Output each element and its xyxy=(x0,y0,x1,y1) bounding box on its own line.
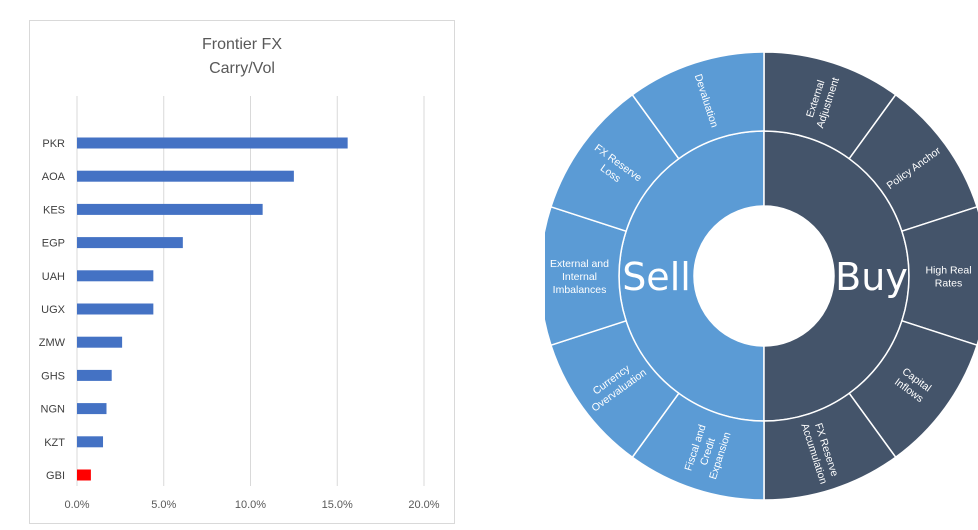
sunburst-outer-label-line: Imbalances xyxy=(553,284,607,296)
x-tick-label: 0.0% xyxy=(64,499,89,511)
bar-aoa xyxy=(77,170,294,182)
bar-gbi xyxy=(77,469,91,481)
sunburst-chart-panel: Sell Buy External Adjustment Policy Anchor Hi… xyxy=(545,40,978,510)
category-label: NGN xyxy=(41,404,66,416)
category-label: ZMW xyxy=(39,337,66,349)
x-tick-label: 5.0% xyxy=(151,499,176,511)
bar-ugx xyxy=(77,303,154,315)
bar-kes xyxy=(77,203,263,215)
category-label: UGX xyxy=(41,304,66,316)
chart-title: Frontier FX xyxy=(202,36,282,53)
category-label: AOA xyxy=(42,171,66,183)
category-label: UAH xyxy=(42,271,65,283)
sunburst-outer-label-line: External and xyxy=(550,258,609,270)
sunburst-label-buy: Buy xyxy=(835,255,908,299)
bar-ngn xyxy=(77,403,107,415)
x-tick-label: 15.0% xyxy=(322,499,353,511)
bar-egp xyxy=(77,237,183,249)
sunburst-center-hole xyxy=(694,206,834,346)
bar-ghs xyxy=(77,369,112,381)
x-tick-label: 20.0% xyxy=(408,499,439,511)
bar-chart-panel: Frontier FX Carry/Vol 0.0% 5.0% 10.0% 15.0%… xyxy=(29,20,455,524)
category-label: GHS xyxy=(41,370,65,382)
category-label: EGP xyxy=(42,238,65,250)
bar-uah xyxy=(77,270,154,282)
sunburst-label-sell: Sell xyxy=(622,255,691,299)
category-label: KES xyxy=(43,204,65,216)
category-label: KZT xyxy=(44,437,65,449)
chart-subtitle: Carry/Vol xyxy=(209,60,275,77)
x-tick-label: 10.0% xyxy=(235,499,266,511)
bar-chart: Frontier FX Carry/Vol 0.0% 5.0% 10.0% 15.0%… xyxy=(39,36,440,511)
category-label: GBI xyxy=(46,470,65,482)
category-label: PKR xyxy=(42,138,65,150)
sunburst-outer-label-line: Internal xyxy=(562,271,597,283)
bar-pkr xyxy=(77,137,348,149)
sunburst-outer-label-line: Rates xyxy=(935,278,962,290)
bar-kzt xyxy=(77,436,104,448)
sunburst-outer-label-line: High Real xyxy=(925,265,971,277)
sunburst-outer-segment xyxy=(631,51,765,160)
bar-zmw xyxy=(77,336,123,348)
